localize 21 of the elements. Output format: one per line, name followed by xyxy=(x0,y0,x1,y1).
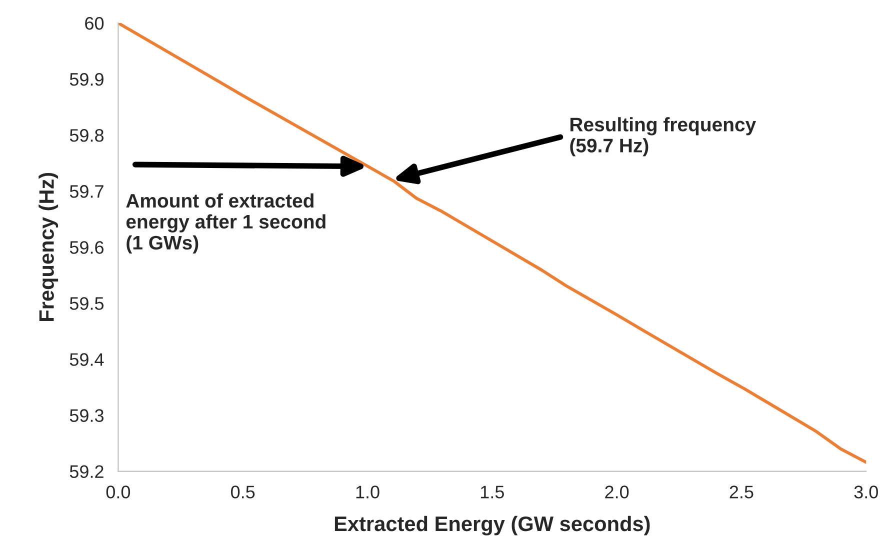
x-tick-label: 3.0 xyxy=(854,486,878,498)
y-tick-label: 59.2 xyxy=(70,465,104,478)
x-tick-label: 0.5 xyxy=(231,486,255,498)
line-series xyxy=(118,23,866,464)
x-tick-label: 2.0 xyxy=(605,486,629,498)
y-tick-label: 59.8 xyxy=(70,129,104,142)
annotation: Amount of extracted energy after 1 second (1 GWs) xyxy=(126,193,326,254)
y-axis-title: Frequency (Hz) xyxy=(38,172,58,321)
y-tick-label: 59.3 xyxy=(70,409,104,422)
x-tick-label: 1.5 xyxy=(480,486,504,498)
y-tick-label: 60 xyxy=(85,16,104,30)
x-axis-title: Extracted Energy (GW seconds) xyxy=(334,516,650,536)
annotation: Resulting frequency (59.7 Hz) xyxy=(570,117,756,156)
y-tick-label: 59.4 xyxy=(70,353,104,366)
y-tick-label: 59.6 xyxy=(70,241,104,254)
x-tick-label: 0.0 xyxy=(106,486,130,498)
y-tick-label: 59.7 xyxy=(70,185,104,198)
y-tick-label: 59.9 xyxy=(70,72,104,86)
y-tick-label: 59.5 xyxy=(70,297,104,310)
x-tick-label: 1.0 xyxy=(356,486,380,498)
x-tick-label: 2.5 xyxy=(730,486,754,498)
